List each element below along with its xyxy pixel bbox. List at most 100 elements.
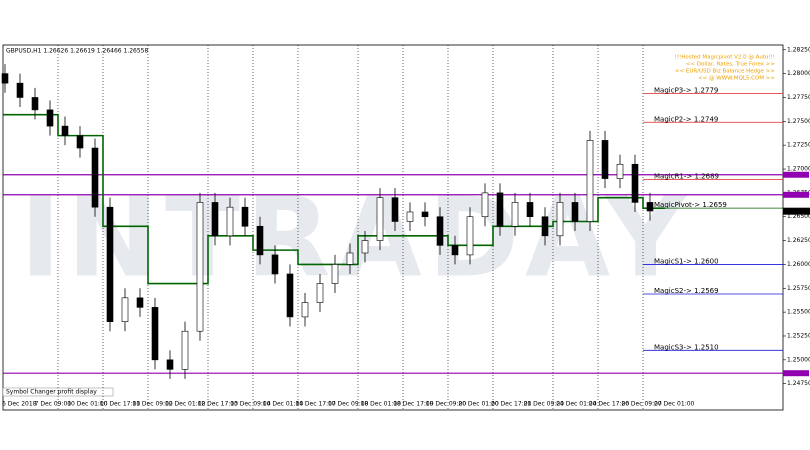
candle-body [106,206,114,322]
x-tick-label: 27 Dec 01:00 [654,401,695,408]
candle-body [136,297,144,308]
candle-body [76,135,84,149]
x-tick-label: 21 Dec 09:00 [524,401,565,408]
candle-body [256,225,264,256]
x-tick-label: 6 Dec 2018 [2,401,37,408]
candle-body [61,125,69,136]
y-tick-label: 1.27000 [787,166,810,173]
candle-body [526,202,534,218]
candle-body [496,192,504,227]
candle-body [571,202,579,222]
level-label: MagicP3-> 1.2779 [654,87,718,95]
x-tick-label: 10 Dec 17:00 [100,401,141,408]
x-tick-label: 26 Dec 09:00 [621,401,662,408]
level-label: MagicS1-> 1.2600 [654,257,719,265]
y-tick-label: 1.25500 [787,309,810,316]
axis-marker [783,171,809,178]
candle-body [91,147,99,208]
candle-body [601,140,609,179]
candle-body [286,273,294,318]
candle-body [16,82,24,98]
info-line: << @ WWW.MQL5.COM >> [698,76,775,82]
x-tick-label: 12 Dec 17:00 [198,401,239,408]
y-tick-label: 1.24750 [787,380,810,387]
candle-body [391,197,399,222]
candle-body [376,197,384,241]
price-marker [783,207,810,215]
info-line: !!!Hosted Magicpivot V2.0 @ Auto!!! [675,55,775,61]
candle-body [166,359,174,370]
candle-body [616,163,624,179]
x-tick-label: 14 Dec 17:00 [295,401,336,408]
level-label: MagicS2-> 1.2569 [654,287,719,295]
candle-body [541,216,549,237]
x-tick-label: 24 Dec 01:00 [556,401,597,408]
y-tick-label: 1.28250 [787,46,810,53]
candle-body [211,202,219,237]
level-label: MagicR1-> 1.2689 [654,173,719,181]
info-line: << Dollar, Rates, True Forex >> [686,62,776,68]
level-label: MagicS3-> 1.2510 [654,343,719,351]
x-tick-label: 24 Dec 17:00 [589,401,630,408]
y-tick-label: 1.27500 [787,118,810,125]
y-tick-label: 1.25250 [787,332,810,339]
candle-body [331,264,339,284]
x-tick-label: 17 Dec 09:00 [328,401,369,408]
x-tick-label: 20 Dec 01:00 [458,401,499,408]
x-tick-label: 18 Dec 17:00 [393,401,434,408]
candle-body [271,254,279,275]
candle-body [196,202,204,332]
candle-body [151,307,159,361]
y-tick-label: 1.27750 [787,94,810,101]
level-label: MagicPivot-> 1.2659 [654,201,727,209]
candle-body [181,330,189,370]
candle-body [556,202,564,237]
axis-marker [783,370,809,377]
pivot-line [3,113,665,285]
y-tick-label: 1.26500 [787,213,810,220]
candle-body [46,109,54,127]
x-tick-label: 14 Dec 01:00 [263,401,304,408]
x-tick-label: 20 Dec 17:00 [491,401,532,408]
y-tick-label: 1.27250 [787,142,810,149]
candle-body [31,97,39,111]
candle-body [511,202,519,227]
y-tick-label: 1.26250 [787,237,810,244]
candle-body [646,202,654,212]
candle-body [226,206,234,237]
x-tick-label: 7 Dec 09:00 [35,401,72,408]
y-tick-label: 1.26000 [787,261,810,268]
candle-body [316,283,324,303]
candle-body [301,302,309,318]
x-tick-label: 19 Dec 09:00 [426,401,467,408]
x-tick-label: 13 Dec 09:00 [230,401,271,408]
chart-title: GBPUSD,H1 1.26626 1.26619 1.26466 1.2655… [6,48,148,55]
y-tick-label: 1.28000 [787,70,810,77]
candle-body [421,211,429,218]
x-tick-label: 10 Dec 01:00 [67,401,108,408]
candle-body [586,140,594,222]
candle-body [1,73,9,84]
level-label: MagicP2-> 1.2749 [654,115,718,123]
candle-body [361,240,369,254]
candle-body [436,216,444,246]
candle-body [121,297,129,322]
x-tick-label: 12 Dec 01:00 [165,401,206,408]
candle-body [406,211,414,222]
candle-body [346,252,354,265]
x-tick-label: 18 Dec 01:00 [361,401,402,408]
candle-body [451,245,459,256]
info-line: << EUR/USD Biz Balance Hedge >> [675,69,776,75]
candle-body [466,216,474,256]
x-tick-label: 11 Dec 09:00 [132,401,173,408]
footer: Symbol Changer profit display [6,389,97,396]
candle-body [631,163,639,203]
price-label: 1.26558 [784,208,809,215]
y-tick-label: 1.25000 [787,356,810,363]
axis-marker [783,191,809,198]
candle-body [241,206,249,227]
y-tick-label: 1.25750 [787,285,810,292]
plot-frame [2,44,784,411]
candle-body [481,192,489,218]
